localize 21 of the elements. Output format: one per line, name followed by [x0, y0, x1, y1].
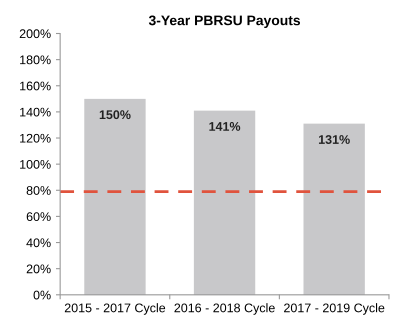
x-tick-label: 2015 - 2017 Cycle	[64, 303, 166, 315]
bar	[194, 110, 256, 295]
y-tick-label: 40%	[26, 238, 51, 248]
y-tick-label: 140%	[20, 108, 51, 117]
y-tick-label: 0%	[34, 290, 51, 300]
bar	[84, 98, 146, 295]
y-tick-label: 20%	[26, 264, 51, 274]
y-tick-label: 100%	[20, 160, 51, 169]
x-tick-label: 2017 - 2019 Cycle	[284, 303, 384, 315]
data-label: 131%	[318, 135, 350, 144]
data-label: 150%	[100, 110, 131, 120]
y-tick-label: 200%	[20, 29, 51, 38]
y-tick-label: 60%	[26, 212, 51, 222]
chart-title: 3-Year PBRSU Payouts	[148, 15, 300, 28]
y-tick-label: 160%	[20, 82, 51, 90]
x-tick-label: 2016 - 2018 Cycle	[174, 303, 275, 315]
y-tick-label: 80%	[26, 186, 51, 195]
y-tick-label: 120%	[20, 134, 51, 143]
bar	[303, 124, 365, 295]
y-tick-label: 180%	[20, 55, 51, 64]
data-label: 141%	[209, 122, 240, 131]
